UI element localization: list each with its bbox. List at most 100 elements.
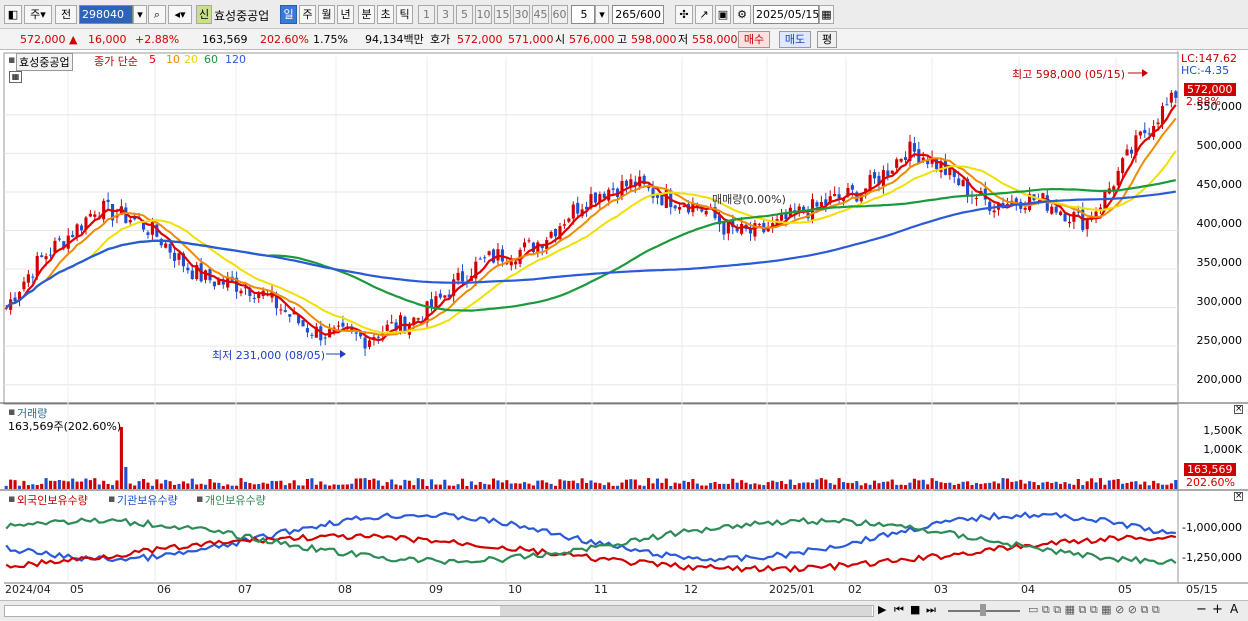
tool-icons[interactable]: ▭ ⧉ ⧉ ▦ ⧉ ⧉ ▦ ⊘ ⊘ ⧉ ⧉ [1028, 603, 1160, 616]
code-dropdown-icon[interactable]: ▾ [133, 5, 147, 24]
interval-15[interactable]: 15 [494, 5, 511, 24]
settings-icon[interactable]: ⚙ [733, 5, 751, 24]
rewind-icon[interactable]: ⏮ [894, 603, 904, 616]
volume-bar [261, 482, 265, 489]
period-type-select[interactable]: 주▾ [24, 5, 52, 24]
window-icon[interactable]: ◧ [4, 5, 22, 24]
volume-bar [421, 479, 425, 489]
ma120-line [5, 190, 1176, 309]
candle-body [629, 179, 633, 188]
x-tick: 2025/01 [769, 583, 815, 596]
search-icon[interactable]: ⌕ [148, 5, 166, 24]
period-second[interactable]: 초 [377, 5, 394, 24]
volume-bar [341, 484, 345, 489]
scroll-right-icon[interactable]: ▶ [878, 603, 887, 616]
fast-forward-icon[interactable]: ⏭ [926, 603, 936, 616]
interval-dropdown-icon[interactable]: ▾ [595, 5, 609, 24]
period-year[interactable]: 년 [337, 5, 354, 24]
period-tick[interactable]: 틱 [396, 5, 413, 24]
zoom-in-icon[interactable]: + [1212, 602, 1223, 617]
interval-30[interactable]: 30 [513, 5, 530, 24]
volume-bar [79, 481, 84, 489]
candle-body [1169, 92, 1173, 103]
interval-45[interactable]: 45 [532, 5, 549, 24]
candle-body [336, 325, 341, 327]
candle-body [1174, 91, 1178, 98]
buy-button[interactable]: 매수 [738, 31, 770, 48]
institution-holding-line [5, 533, 1177, 573]
panel-grip-icon[interactable]: ▪ [8, 492, 16, 505]
volume-bar [478, 482, 482, 489]
scroll-thumb[interactable] [500, 606, 872, 616]
sell-button[interactable]: 매도 [779, 31, 811, 48]
volume-bar [62, 480, 66, 489]
volume-bar [997, 483, 1001, 489]
count-input[interactable]: 265/600 [612, 5, 664, 24]
interval-1[interactable]: 1 [418, 5, 435, 24]
volume-bar [722, 483, 726, 489]
candle-body [522, 242, 527, 248]
x-tick: 07 [238, 583, 252, 596]
period-month[interactable]: 월 [318, 5, 335, 24]
candle-body [1103, 190, 1107, 211]
y-tick: 550,000 [1196, 100, 1243, 113]
volume-bar [974, 482, 978, 489]
sound-icon[interactable]: ◂▾ [168, 5, 192, 24]
candle-body [150, 222, 154, 235]
volume-bar [239, 478, 243, 489]
chart-area[interactable] [0, 51, 1248, 621]
candle-body [44, 256, 48, 260]
volume-bar [181, 481, 185, 489]
interval-3[interactable]: 3 [437, 5, 454, 24]
panel-close-icon[interactable]: × [1234, 491, 1243, 501]
panel-close-icon[interactable]: × [1234, 404, 1243, 414]
panel-grip-icon[interactable]: ▪ [8, 405, 16, 418]
volume-bar [549, 483, 553, 489]
candle-body [855, 192, 859, 202]
candle-body [864, 188, 868, 192]
high-label: 고 [617, 33, 628, 46]
draw-tool-icon[interactable]: ↗ [695, 5, 713, 24]
font-size-icon[interactable]: A [1230, 602, 1239, 616]
candle-body [142, 220, 146, 230]
volume-bar [912, 478, 916, 489]
chart-canvas[interactable] [0, 51, 1248, 621]
stop-icon[interactable]: ■ [910, 603, 921, 616]
volume-pct-tag: 202.60% [1186, 476, 1235, 489]
zoom-out-icon[interactable]: − [1196, 602, 1207, 617]
compare-button[interactable]: 전 [55, 5, 77, 24]
date-input[interactable]: 2025/05/15 [753, 5, 819, 24]
volume-bar [793, 484, 797, 489]
interval-60[interactable]: 60 [551, 5, 568, 24]
candle-body [341, 322, 345, 327]
horizontal-scrollbar[interactable] [4, 605, 874, 617]
stock-code-input[interactable]: 298040 [79, 5, 133, 24]
ma10-label: 10 [166, 53, 180, 66]
mid-annotation: 매매량(0.00%) [712, 193, 786, 206]
volume-bar [465, 485, 469, 489]
panel-grip-icon[interactable]: ▪ [8, 53, 16, 66]
zoom-slider-handle[interactable] [980, 604, 986, 616]
ma60-label: 60 [204, 53, 218, 66]
crosshair-icon[interactable]: ✣ [675, 5, 693, 24]
volume-bar [177, 483, 181, 489]
interval-10[interactable]: 10 [475, 5, 492, 24]
calendar-icon[interactable]: ▦ [819, 5, 834, 24]
period-minute[interactable]: 분 [358, 5, 375, 24]
y-tick: 350,000 [1196, 256, 1243, 269]
candle-body [819, 202, 823, 207]
volume-bar [775, 481, 779, 489]
candle-body [190, 270, 194, 280]
x-tick: 03 [934, 583, 948, 596]
period-week[interactable]: 주 [299, 5, 316, 24]
candle-body [841, 198, 846, 201]
table-icon[interactable]: ▦ [9, 71, 22, 83]
volume-bar [585, 483, 589, 489]
eval-button[interactable]: 평 [817, 31, 837, 48]
candle-body [443, 295, 447, 298]
period-day[interactable]: 일 [280, 5, 297, 24]
interval-input[interactable]: 5 [571, 5, 595, 24]
save-icon[interactable]: ▣ [715, 5, 731, 24]
volume-bar [204, 484, 208, 489]
interval-5[interactable]: 5 [456, 5, 473, 24]
